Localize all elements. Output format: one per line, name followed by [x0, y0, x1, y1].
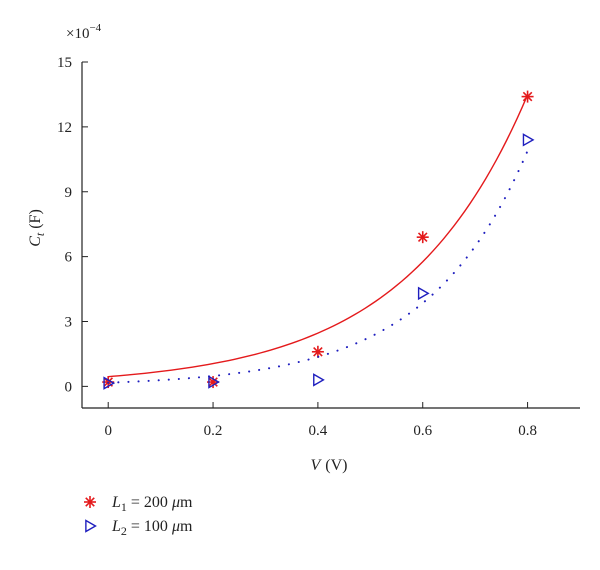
legend-marker-asterisk — [84, 496, 96, 508]
legend-marker-triangle — [85, 519, 97, 533]
x-tick-label: 0.2 — [204, 423, 223, 439]
svg-text:Ct(F): Ct(F) — [27, 209, 47, 247]
x-axis-title: V (V) — [311, 457, 348, 474]
y-tick-label: 6 — [65, 250, 73, 266]
data-point-series-2 — [208, 375, 220, 389]
y-tick-label: 3 — [65, 315, 73, 331]
y-tick-label: 9 — [65, 185, 73, 201]
data-point-series-2 — [313, 373, 325, 387]
x-tick-label: 0 — [104, 423, 112, 439]
legend-item-l1: L1 = 200 μm — [84, 494, 193, 514]
data-point-series-2 — [522, 133, 535, 147]
fit-curve-series-1 — [108, 94, 529, 378]
fit-curve-series-2 — [107, 149, 529, 384]
y-tick-label: 12 — [57, 120, 72, 136]
data-point-series-2 — [417, 286, 430, 301]
data-point-series-1 — [207, 376, 220, 389]
data-point-series-1 — [521, 90, 534, 103]
data-point-series-1 — [311, 345, 324, 358]
x-tick-label: 0.4 — [309, 423, 328, 439]
y-axis-title: Ct(F) — [27, 209, 47, 247]
x-tick-label: 0.6 — [413, 423, 432, 439]
svg-text:L1 = 200 μm: L1 = 200 μm — [111, 494, 193, 514]
legend: L1 = 200 μm L2 = 100 μm — [84, 494, 193, 538]
legend-asterisk-icon — [84, 496, 96, 508]
data-point-series-1 — [416, 231, 429, 244]
legend-item-l2: L2 = 100 μm — [85, 518, 193, 538]
x-tick-label: 0.8 — [518, 423, 537, 439]
legend-triangle-icon — [85, 519, 97, 533]
y-multiplier-label: ×10−4 — [66, 22, 102, 42]
y-tick-label: 15 — [57, 55, 72, 71]
svg-text:L2 = 100 μm: L2 = 100 μm — [111, 518, 193, 538]
data-point-series-2 — [103, 376, 116, 390]
y-multiplier-exponent: −4 — [89, 22, 101, 34]
y-tick-label: 0 — [65, 379, 73, 395]
